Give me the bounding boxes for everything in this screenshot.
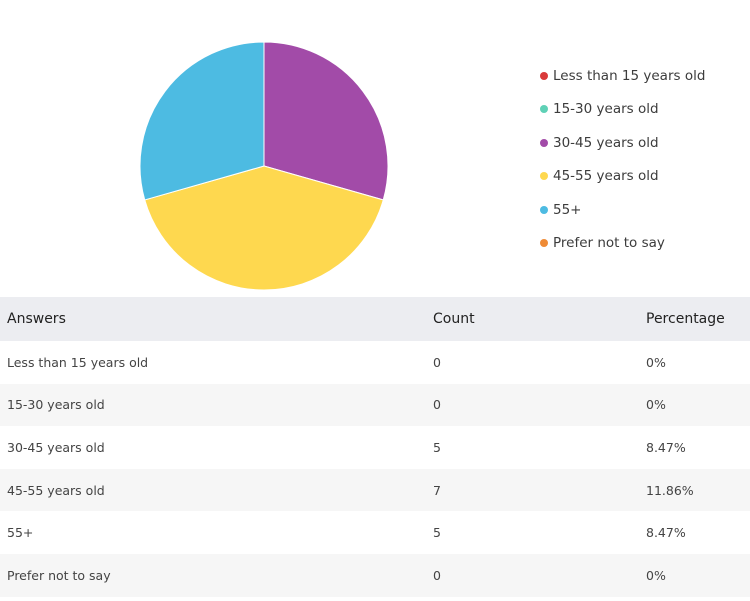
answer-cell: Prefer not to say: [0, 553, 426, 597]
answer-cell: 45-55 years old: [0, 468, 426, 512]
pie-chart: [139, 41, 389, 291]
table-row: 55+ 5 8.47%: [0, 511, 750, 554]
count-cell: 0: [433, 354, 441, 370]
table-row: 15-30 years old 0 0%: [0, 383, 750, 427]
legend-item: 45-55 years old: [540, 166, 705, 199]
answer-cell: 30-45 years old: [7, 439, 105, 455]
answer-cell: Less than 15 years old: [7, 354, 149, 370]
legend-item: 15-30 years old: [540, 99, 705, 132]
legend-swatch: [540, 205, 548, 214]
legend-swatch: [540, 72, 548, 80]
count-cell: 5: [433, 439, 441, 455]
count-cell: 0: [426, 383, 639, 427]
count-cell: 0: [426, 553, 639, 597]
header-count: Count: [426, 297, 639, 341]
table-header-row: Answers Count Percentage: [0, 297, 750, 341]
answer-cell: 55+: [7, 525, 34, 541]
header-answers: Answers: [0, 297, 426, 341]
count-cell: 5: [433, 525, 441, 541]
percentage-cell: 0%: [639, 383, 750, 427]
count-cell: 7: [426, 468, 639, 512]
percentage-cell: 8.47%: [646, 439, 686, 455]
table-row: Prefer not to say 0 0%: [0, 553, 750, 597]
legend-label: Prefer not to say: [553, 234, 665, 251]
chart-area: Less than 15 years old 15-30 years old 30-…: [0, 0, 750, 297]
percentage-cell: 0%: [639, 553, 750, 597]
legend-label: 55+: [553, 201, 582, 218]
legend-swatch: [540, 172, 548, 181]
legend-label: 45-55 years old: [553, 168, 659, 185]
percentage-cell: 8.47%: [646, 525, 686, 541]
answer-cell: 15-30 years old: [0, 383, 426, 427]
legend-label: Less than 15 years old: [553, 68, 706, 84]
percentage-cell: 0%: [646, 354, 666, 370]
legend-item: Prefer not to say: [540, 233, 705, 266]
legend-item: 55+: [540, 200, 705, 233]
legend-swatch: [540, 105, 548, 114]
table-row: Less than 15 years old 0 0%: [0, 341, 750, 384]
legend-swatch: [540, 138, 548, 147]
results-table: Answers Count Percentage Less than 15 ye…: [0, 297, 750, 597]
legend-label: 15-30 years old: [553, 101, 659, 118]
table-row: 45-55 years old 7 11.86%: [0, 468, 750, 512]
table-row: 30-45 years old 5 8.47%: [0, 426, 750, 469]
header-percentage: Percentage: [639, 297, 750, 341]
pie-slice-55: [139, 41, 265, 201]
pie-slice-45-55-years-old: [144, 165, 384, 291]
legend-label: 30-45 years old: [553, 134, 659, 151]
legend: Less than 15 years old 15-30 years old 30-…: [540, 66, 705, 266]
pie-slice-30-45-years-old: [263, 41, 389, 201]
percentage-cell: 11.86%: [639, 468, 750, 512]
legend-item: 30-45 years old: [540, 133, 705, 166]
legend-swatch: [540, 238, 548, 247]
legend-item: Less than 15 years old: [540, 66, 705, 99]
